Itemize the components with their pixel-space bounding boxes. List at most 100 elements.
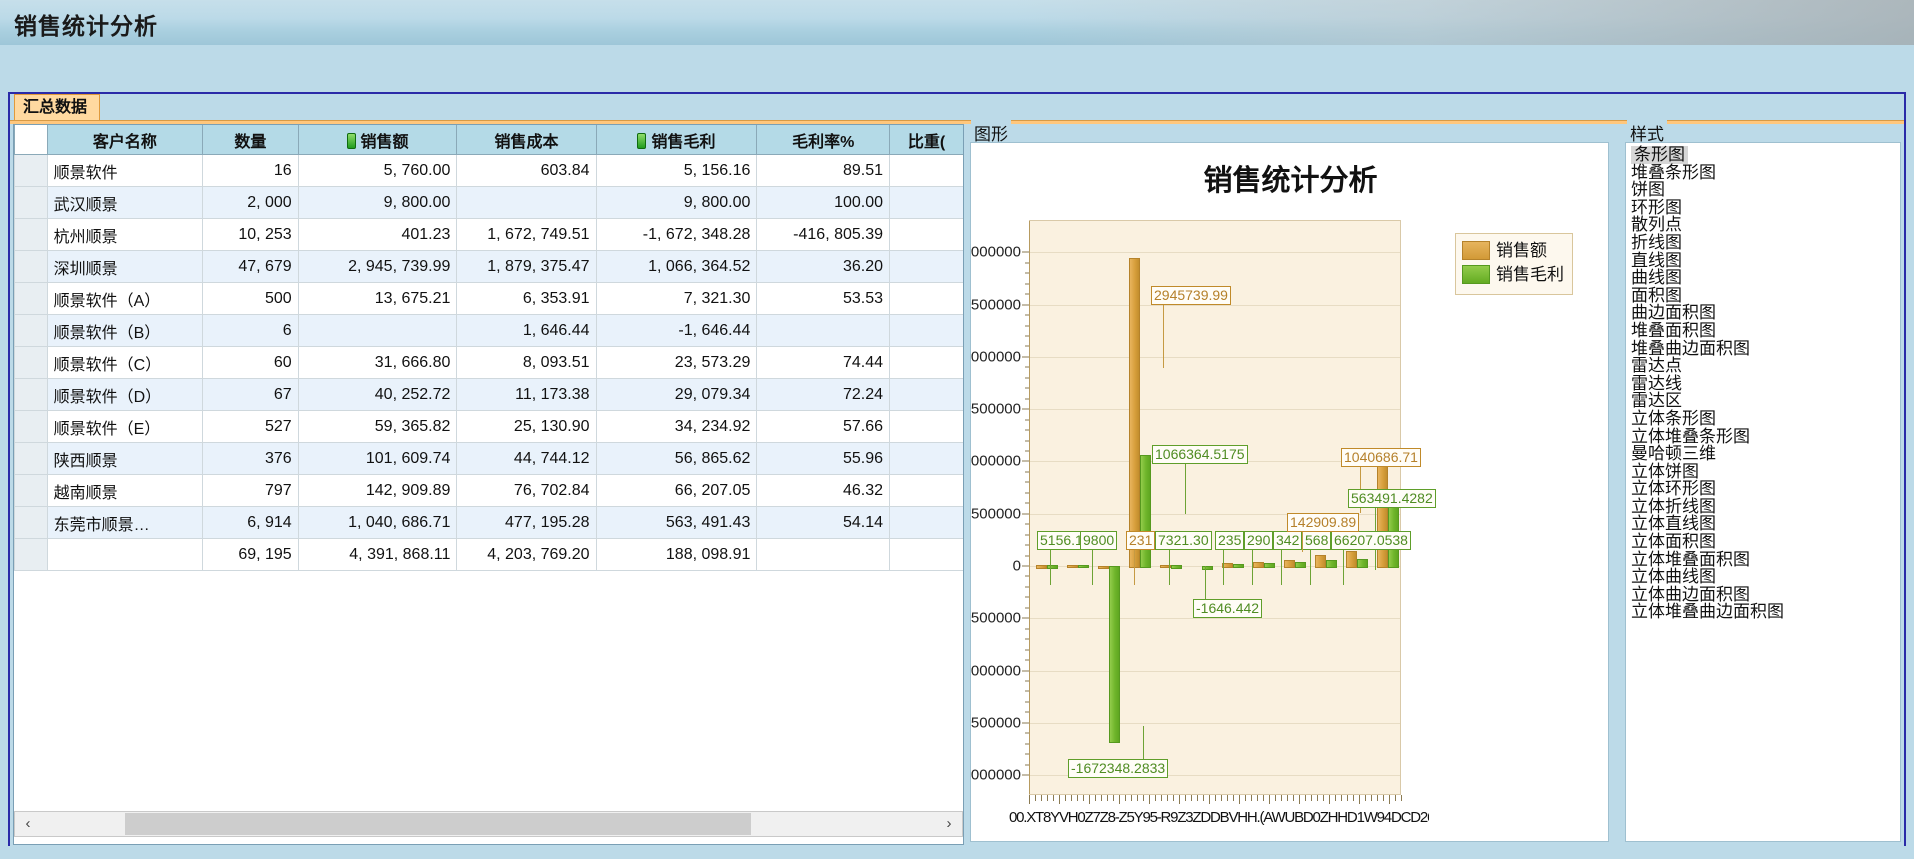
cell-rate[interactable] xyxy=(756,314,891,347)
chart-bar-profit[interactable] xyxy=(1077,564,1089,569)
style-item[interactable]: 立体面积图 xyxy=(1628,533,1898,551)
chart-bar-amount[interactable] xyxy=(1097,565,1109,570)
col-header-rowselect[interactable] xyxy=(14,125,48,155)
cell-weight[interactable] xyxy=(889,346,963,379)
cell-rowhdr[interactable] xyxy=(14,506,48,539)
chart-canvas[interactable]: 销售统计分析 3000000 2500000 2000000 1500000 10000… xyxy=(970,142,1609,842)
style-item[interactable]: 堆叠面积图 xyxy=(1628,322,1898,340)
chart-bar-profit[interactable] xyxy=(1046,565,1058,569)
cell-weight[interactable] xyxy=(889,410,963,443)
chart-bar-profit[interactable] xyxy=(1201,566,1213,570)
chart-bar-amount[interactable] xyxy=(1376,457,1388,568)
cell-customer[interactable]: 武汉顺景 xyxy=(46,186,204,219)
chart-bar-profit[interactable] xyxy=(1170,565,1182,569)
cell-weight[interactable] xyxy=(889,282,963,315)
cell-rowhdr[interactable] xyxy=(14,378,48,411)
style-item[interactable]: 立体曲边面积图 xyxy=(1628,586,1898,604)
table-row[interactable]: 杭州顺景 10, 253 401.23 1, 672, 749.51 -1, 672, … xyxy=(14,218,963,251)
cell-amount[interactable]: 40, 252.72 xyxy=(297,378,458,411)
style-item[interactable]: 立体条形图 xyxy=(1628,410,1898,428)
style-item[interactable]: 饼图 xyxy=(1628,181,1898,199)
cell-cost[interactable]: 6, 353.91 xyxy=(456,282,597,315)
chart-bar-profit[interactable] xyxy=(1263,562,1275,568)
cell-cost[interactable]: 11, 173.38 xyxy=(456,378,597,411)
style-item[interactable]: 曲线图 xyxy=(1628,269,1898,287)
cell-cost[interactable]: 25, 130.90 xyxy=(456,410,597,443)
style-item[interactable]: 雷达点 xyxy=(1628,357,1898,375)
cell-amount[interactable]: 142, 909.89 xyxy=(297,474,458,507)
cell-qty[interactable]: 6 xyxy=(202,314,299,347)
chart-bar-amount[interactable] xyxy=(1345,551,1357,568)
chart-bar-profit[interactable] xyxy=(1325,560,1337,568)
style-item[interactable]: 立体饼图 xyxy=(1628,462,1898,481)
scroll-right-arrow-icon[interactable]: › xyxy=(936,812,962,836)
cell-customer[interactable]: 顺景软件（E） xyxy=(46,410,204,443)
style-item[interactable]: 条形图 xyxy=(1628,146,1898,164)
cell-profit[interactable]: 188, 098.91 xyxy=(595,538,758,571)
cell-cost[interactable] xyxy=(456,186,597,219)
cell-rowhdr[interactable] xyxy=(14,314,48,347)
summary-data-grid[interactable]: 客户名称 数量 销售额 销售成本 销售毛利 毛利率% 比重( 顺景软件 16 5, … xyxy=(13,124,964,845)
cell-weight[interactable] xyxy=(889,154,963,187)
style-item[interactable]: 散列点 xyxy=(1628,216,1898,234)
cell-rate[interactable]: 57.66 xyxy=(756,410,891,443)
cell-amount[interactable]: 59, 365.82 xyxy=(297,410,458,443)
cell-rate[interactable]: 54.14 xyxy=(756,506,891,539)
chart-bar-profit[interactable] xyxy=(1108,566,1120,743)
cell-rowhdr[interactable] xyxy=(14,410,48,443)
style-listbox[interactable]: 条形图 堆叠条形图 饼图 环形图 散列点 折线图 直线图 曲线图 面积图 曲边面积图 堆叠面积图 堆叠… xyxy=(1625,142,1901,842)
cell-profit[interactable]: 66, 207.05 xyxy=(595,474,758,507)
cell-cost[interactable]: 4, 203, 769.20 xyxy=(456,538,597,571)
chart-bar-profit[interactable] xyxy=(1232,563,1244,568)
cell-weight[interactable] xyxy=(889,218,963,251)
cell-weight[interactable] xyxy=(889,506,963,539)
cell-cost[interactable]: 44, 744.12 xyxy=(456,442,597,475)
col-header-amount[interactable]: 销售额 xyxy=(297,125,458,155)
chart-bar-amount[interactable] xyxy=(1066,564,1078,569)
cell-profit[interactable]: 23, 573.29 xyxy=(595,346,758,379)
chart-bar-amount[interactable] xyxy=(1035,565,1047,569)
cell-rate[interactable]: 72.24 xyxy=(756,378,891,411)
cell-qty[interactable]: 6, 914 xyxy=(202,506,299,539)
cell-customer[interactable]: 顺景软件（D） xyxy=(46,378,204,411)
cell-amount[interactable]: 9, 800.00 xyxy=(297,186,458,219)
cell-rate[interactable]: 53.53 xyxy=(756,282,891,315)
chart-bar-amount[interactable] xyxy=(1314,555,1326,568)
style-item[interactable]: 堆叠曲边面积图 xyxy=(1628,339,1898,358)
cell-cost[interactable]: 8, 093.51 xyxy=(456,346,597,379)
cell-rate[interactable] xyxy=(756,538,891,571)
cell-amount[interactable]: 13, 675.21 xyxy=(297,282,458,315)
cell-rate[interactable]: -416, 805.39 xyxy=(756,218,891,251)
cell-qty[interactable]: 47, 679 xyxy=(202,250,299,283)
cell-customer[interactable]: 顺景软件（A） xyxy=(46,282,204,315)
chart-bar-amount[interactable] xyxy=(1283,559,1295,568)
cell-profit[interactable]: -1, 672, 348.28 xyxy=(595,218,758,251)
cell-cost[interactable]: 1, 646.44 xyxy=(456,314,597,347)
cell-customer[interactable]: 杭州顺景 xyxy=(46,218,204,251)
scrollbar-thumb[interactable] xyxy=(125,813,751,835)
col-header-profit[interactable]: 销售毛利 xyxy=(595,125,758,155)
style-item[interactable]: 曲边面积图 xyxy=(1628,304,1898,322)
cell-profit[interactable]: 56, 865.62 xyxy=(595,442,758,475)
table-row[interactable]: 顺景软件（A） 500 13, 675.21 6, 353.91 7, 321.30 53… xyxy=(14,282,963,315)
style-item[interactable]: 面积图 xyxy=(1628,286,1898,305)
cell-cost[interactable]: 477, 195.28 xyxy=(456,506,597,539)
cell-amount[interactable] xyxy=(297,314,458,347)
cell-profit[interactable]: 34, 234.92 xyxy=(595,410,758,443)
cell-qty[interactable]: 2, 000 xyxy=(202,186,299,219)
col-header-weight[interactable]: 比重( xyxy=(889,125,963,155)
table-row[interactable]: 顺景软件 16 5, 760.00 603.84 5, 156.16 89.51 xyxy=(14,154,963,187)
chart-bar-profit[interactable] xyxy=(1139,454,1151,568)
cell-cost[interactable]: 1, 879, 375.47 xyxy=(456,250,597,283)
grid-horizontal-scrollbar[interactable]: ‹ › xyxy=(14,811,963,837)
cell-weight[interactable] xyxy=(889,314,963,347)
style-item[interactable]: 立体堆叠面积图 xyxy=(1628,550,1898,569)
cell-rate[interactable]: 55.96 xyxy=(756,442,891,475)
cell-customer[interactable]: 顺景软件 xyxy=(46,154,204,187)
scroll-left-arrow-icon[interactable]: ‹ xyxy=(15,812,41,836)
cell-cost[interactable]: 1, 672, 749.51 xyxy=(456,218,597,251)
chart-bar-amount[interactable] xyxy=(1128,258,1140,568)
cell-rowhdr[interactable] xyxy=(14,442,48,475)
table-row[interactable]: 深圳顺景 47, 679 2, 945, 739.99 1, 879, 375.47 1… xyxy=(14,250,963,283)
cell-weight[interactable] xyxy=(889,474,963,507)
